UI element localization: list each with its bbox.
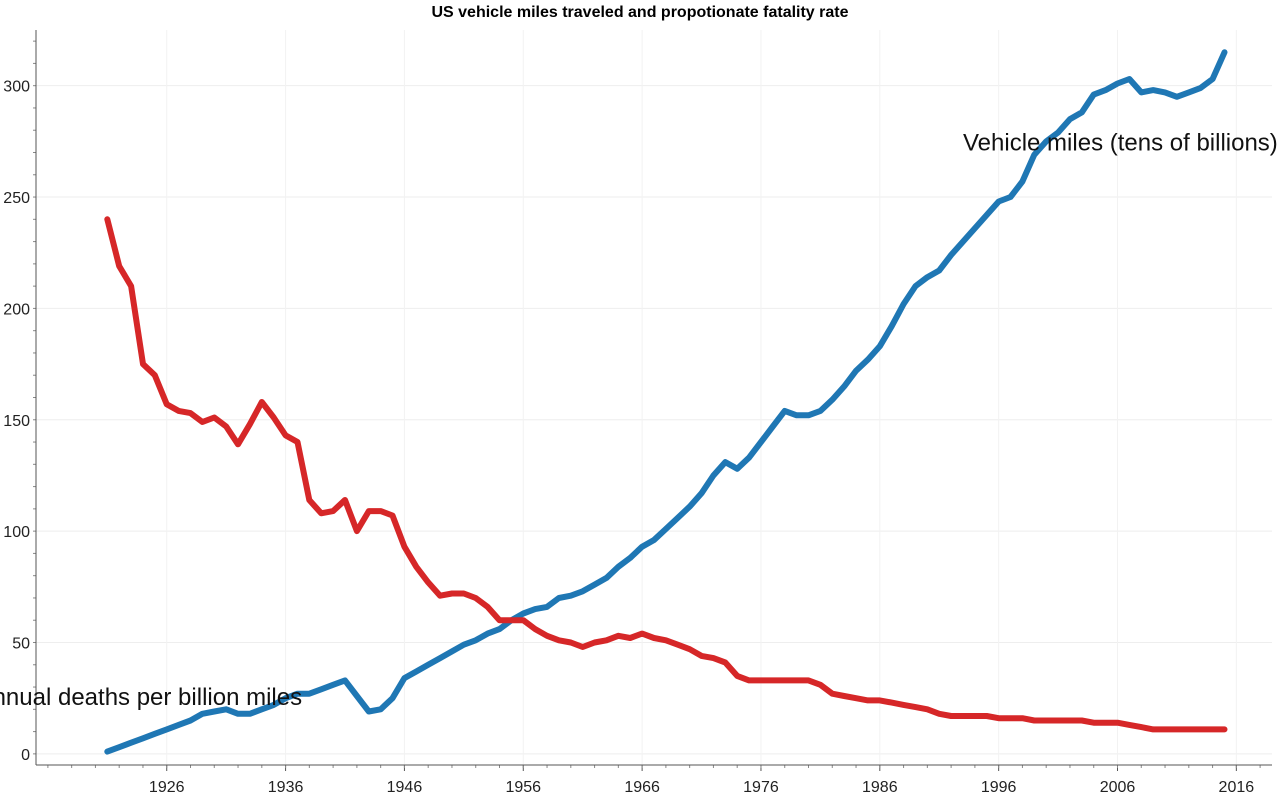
y-tick-label: 150 [3, 413, 30, 430]
x-tick-label: 1946 [387, 779, 423, 796]
y-tick-label: 100 [3, 524, 30, 541]
y-tick-label: 300 [3, 79, 30, 96]
x-tick-label: 1966 [624, 779, 660, 796]
x-tick-label: 1976 [743, 779, 779, 796]
x-tick-label: 1986 [862, 779, 898, 796]
annotation-label: Vehicle miles (tens of billions) [963, 129, 1278, 156]
x-tick-label: 2006 [1100, 779, 1136, 796]
y-tick-label: 0 [21, 747, 30, 764]
chart-title: US vehicle miles traveled and propotiona… [431, 4, 849, 21]
x-tick-label: 2016 [1219, 779, 1255, 796]
y-tick-label: 250 [3, 190, 30, 207]
y-tick-label: 50 [12, 636, 30, 653]
series-line-annual-deaths-per-billion-miles [104, 216, 1228, 733]
annotation-label: Annual deaths per billion miles [0, 684, 302, 711]
annotations: Vehicle miles (tens of billions) Annual d… [0, 129, 1278, 711]
series-lines [104, 49, 1228, 755]
grid-lines [36, 30, 1272, 765]
y-tick-label: 200 [3, 301, 30, 318]
axes: 0 50 100 150 200 250 300 1926 1936 1946 1956 1966 19… [3, 30, 1272, 796]
x-tick-label: 1956 [505, 779, 541, 796]
series-line-vehicle-miles-tens-of-billions [104, 49, 1228, 755]
x-tick-label: 1926 [149, 779, 185, 796]
x-tick-label: 1936 [268, 779, 304, 796]
x-tick-label: 1996 [981, 779, 1017, 796]
